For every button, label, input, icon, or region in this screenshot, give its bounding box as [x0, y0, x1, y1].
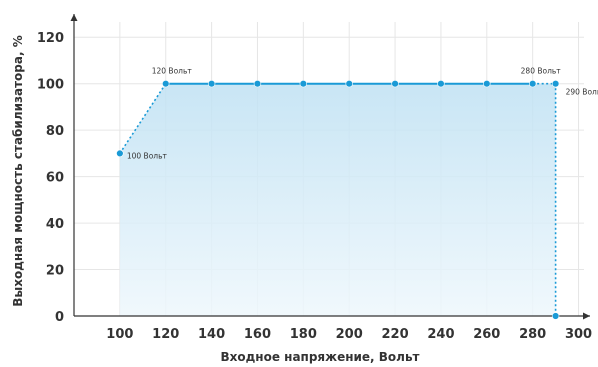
y-tick-label: 0	[55, 310, 64, 325]
series-dotted-segment	[119, 83, 167, 154]
data-point	[483, 79, 491, 88]
x-tick-label: 260	[473, 327, 500, 342]
axes-layer	[70, 14, 590, 320]
points-layer	[116, 79, 560, 320]
x-tick-label: 200	[336, 327, 363, 342]
data-point	[207, 79, 216, 88]
x-tick-label: 160	[244, 327, 271, 342]
annotations-layer: 100 Вольт 120 Вольт 280 Вольт 290 Вольт	[127, 67, 598, 161]
data-point	[299, 79, 308, 88]
line-layer	[119, 82, 557, 316]
x-tick-label: 220	[381, 327, 408, 342]
data-point	[253, 79, 262, 88]
x-tick-label: 140	[198, 327, 225, 342]
data-point	[162, 79, 170, 88]
annotation-label: 100 Вольт	[127, 151, 168, 160]
x-tick-label: 180	[290, 327, 317, 342]
y-tick-label: 100	[37, 78, 64, 93]
y-tick-label: 120	[37, 31, 64, 46]
data-point	[437, 79, 445, 88]
y-tick-label: 40	[46, 217, 64, 232]
annotation-label: 290 Вольт	[566, 88, 598, 97]
x-tick-label: 100	[106, 327, 133, 342]
data-point	[551, 312, 560, 320]
area-layer	[119, 83, 556, 316]
y-axis-title: Выходная мощность стабилизатора, %	[11, 35, 25, 307]
data-point	[116, 149, 124, 158]
y-tick-label: 80	[46, 124, 64, 139]
data-point	[551, 79, 560, 88]
x-tick-label: 240	[427, 327, 454, 342]
data-point	[528, 79, 537, 88]
x-tick-label: 300	[565, 327, 592, 342]
x-axis-title: Входное напряжение, Вольт	[220, 350, 419, 364]
data-point	[391, 79, 399, 88]
area-fill	[119, 83, 556, 316]
annotation-label: 280 Вольт	[521, 67, 562, 76]
y-tick-label: 20	[46, 264, 64, 279]
y-tick-label: 60	[46, 171, 64, 186]
annotation-label: 120 Вольт	[152, 67, 193, 76]
x-tick-label: 120	[152, 327, 179, 342]
data-point	[345, 79, 353, 88]
ticks-layer: 100 120 140 160 180 200 220 240 260 280 300 0 20 40 60…	[37, 31, 592, 342]
x-tick-label: 280	[519, 327, 546, 342]
